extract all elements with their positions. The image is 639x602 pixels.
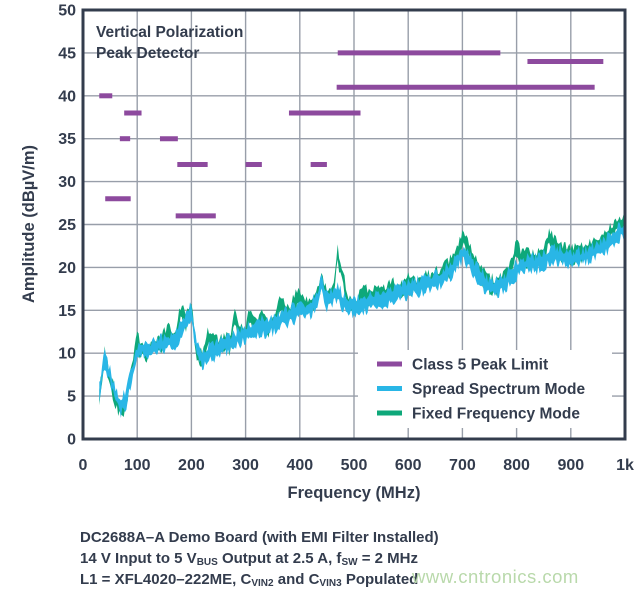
- x-tick-label: 100: [124, 457, 151, 474]
- x-tick-label: 700: [449, 457, 476, 474]
- caption-line: L1 = XFL4020–222ME, CVIN2 and CVIN3 Popu…: [80, 569, 439, 590]
- y-tick-label: 45: [58, 45, 76, 62]
- class5-limit-lines: [99, 50, 604, 219]
- caption-text: and C: [273, 571, 320, 588]
- caption-line: 14 V Input to 5 VBUS Output at 2.5 A, fS…: [80, 548, 439, 569]
- caption-subscript: VIN3: [319, 578, 342, 589]
- y-tick-label: 40: [58, 88, 76, 105]
- x-tick-label: 800: [503, 457, 530, 474]
- x-axis-title: Frequency (MHz): [288, 484, 421, 502]
- y-tick-label: 35: [58, 131, 76, 148]
- caption-text: Output at 2.5 A, f: [217, 550, 342, 567]
- x-tick-label: 600: [395, 457, 422, 474]
- x-tick-label: 500: [341, 457, 368, 474]
- y-axis-title: Amplitude (dBµV/m): [20, 145, 38, 303]
- y-tick-label: 5: [67, 389, 76, 406]
- y-tick-labels: 0 5 10 15 20 25 30 35 40 45 50: [58, 3, 76, 449]
- caption-text: 14 V Input to 5 V: [80, 550, 197, 567]
- plot-border: [81, 8, 627, 441]
- legend: Class 5 Peak Limit Spread Spectrum Mode Fi…: [358, 350, 612, 428]
- x-tick-label: 400: [286, 457, 313, 474]
- y-tick-label: 25: [58, 217, 76, 234]
- y-tick-label: 15: [58, 303, 76, 320]
- x-tick-labels: 0 100 200 300 400 500 600 700 800 900 1k: [79, 457, 634, 474]
- x-tick-label: 1k: [616, 457, 634, 474]
- y-tick-label: 0: [67, 432, 76, 449]
- y-tick-label: 30: [58, 174, 76, 191]
- legend-label: Spread Spectrum Mode: [412, 381, 585, 398]
- caption-subscript: BUS: [196, 557, 218, 568]
- annotation-line-2: Peak Detector: [96, 45, 199, 62]
- caption-subscript: SW: [341, 557, 358, 568]
- y-tick-label: 10: [58, 346, 76, 363]
- x-tick-label: 900: [557, 457, 584, 474]
- caption-text: DC2688A–A Demo Board (with EMI Filter In…: [80, 529, 439, 546]
- caption-text: Populated: [341, 571, 419, 588]
- caption-block: DC2688A–A Demo Board (with EMI Filter In…: [80, 527, 439, 590]
- legend-label: Class 5 Peak Limit: [412, 357, 548, 374]
- annotation-line-1: Vertical Polarization: [96, 24, 243, 41]
- caption-subscript: VIN2: [251, 578, 274, 589]
- x-tick-label: 300: [232, 457, 259, 474]
- caption-text: L1 = XFL4020–222ME, C: [80, 571, 252, 588]
- x-tick-label: 0: [79, 457, 88, 474]
- legend-label: Fixed Frequency Mode: [412, 406, 580, 423]
- watermark: www.cntronics.com: [412, 566, 579, 587]
- y-tick-label: 50: [58, 3, 76, 20]
- caption-line: DC2688A–A Demo Board (with EMI Filter In…: [80, 527, 439, 548]
- y-tick-label: 20: [58, 260, 76, 277]
- caption-text: = 2 MHz: [357, 550, 418, 567]
- x-tick-label: 200: [178, 457, 205, 474]
